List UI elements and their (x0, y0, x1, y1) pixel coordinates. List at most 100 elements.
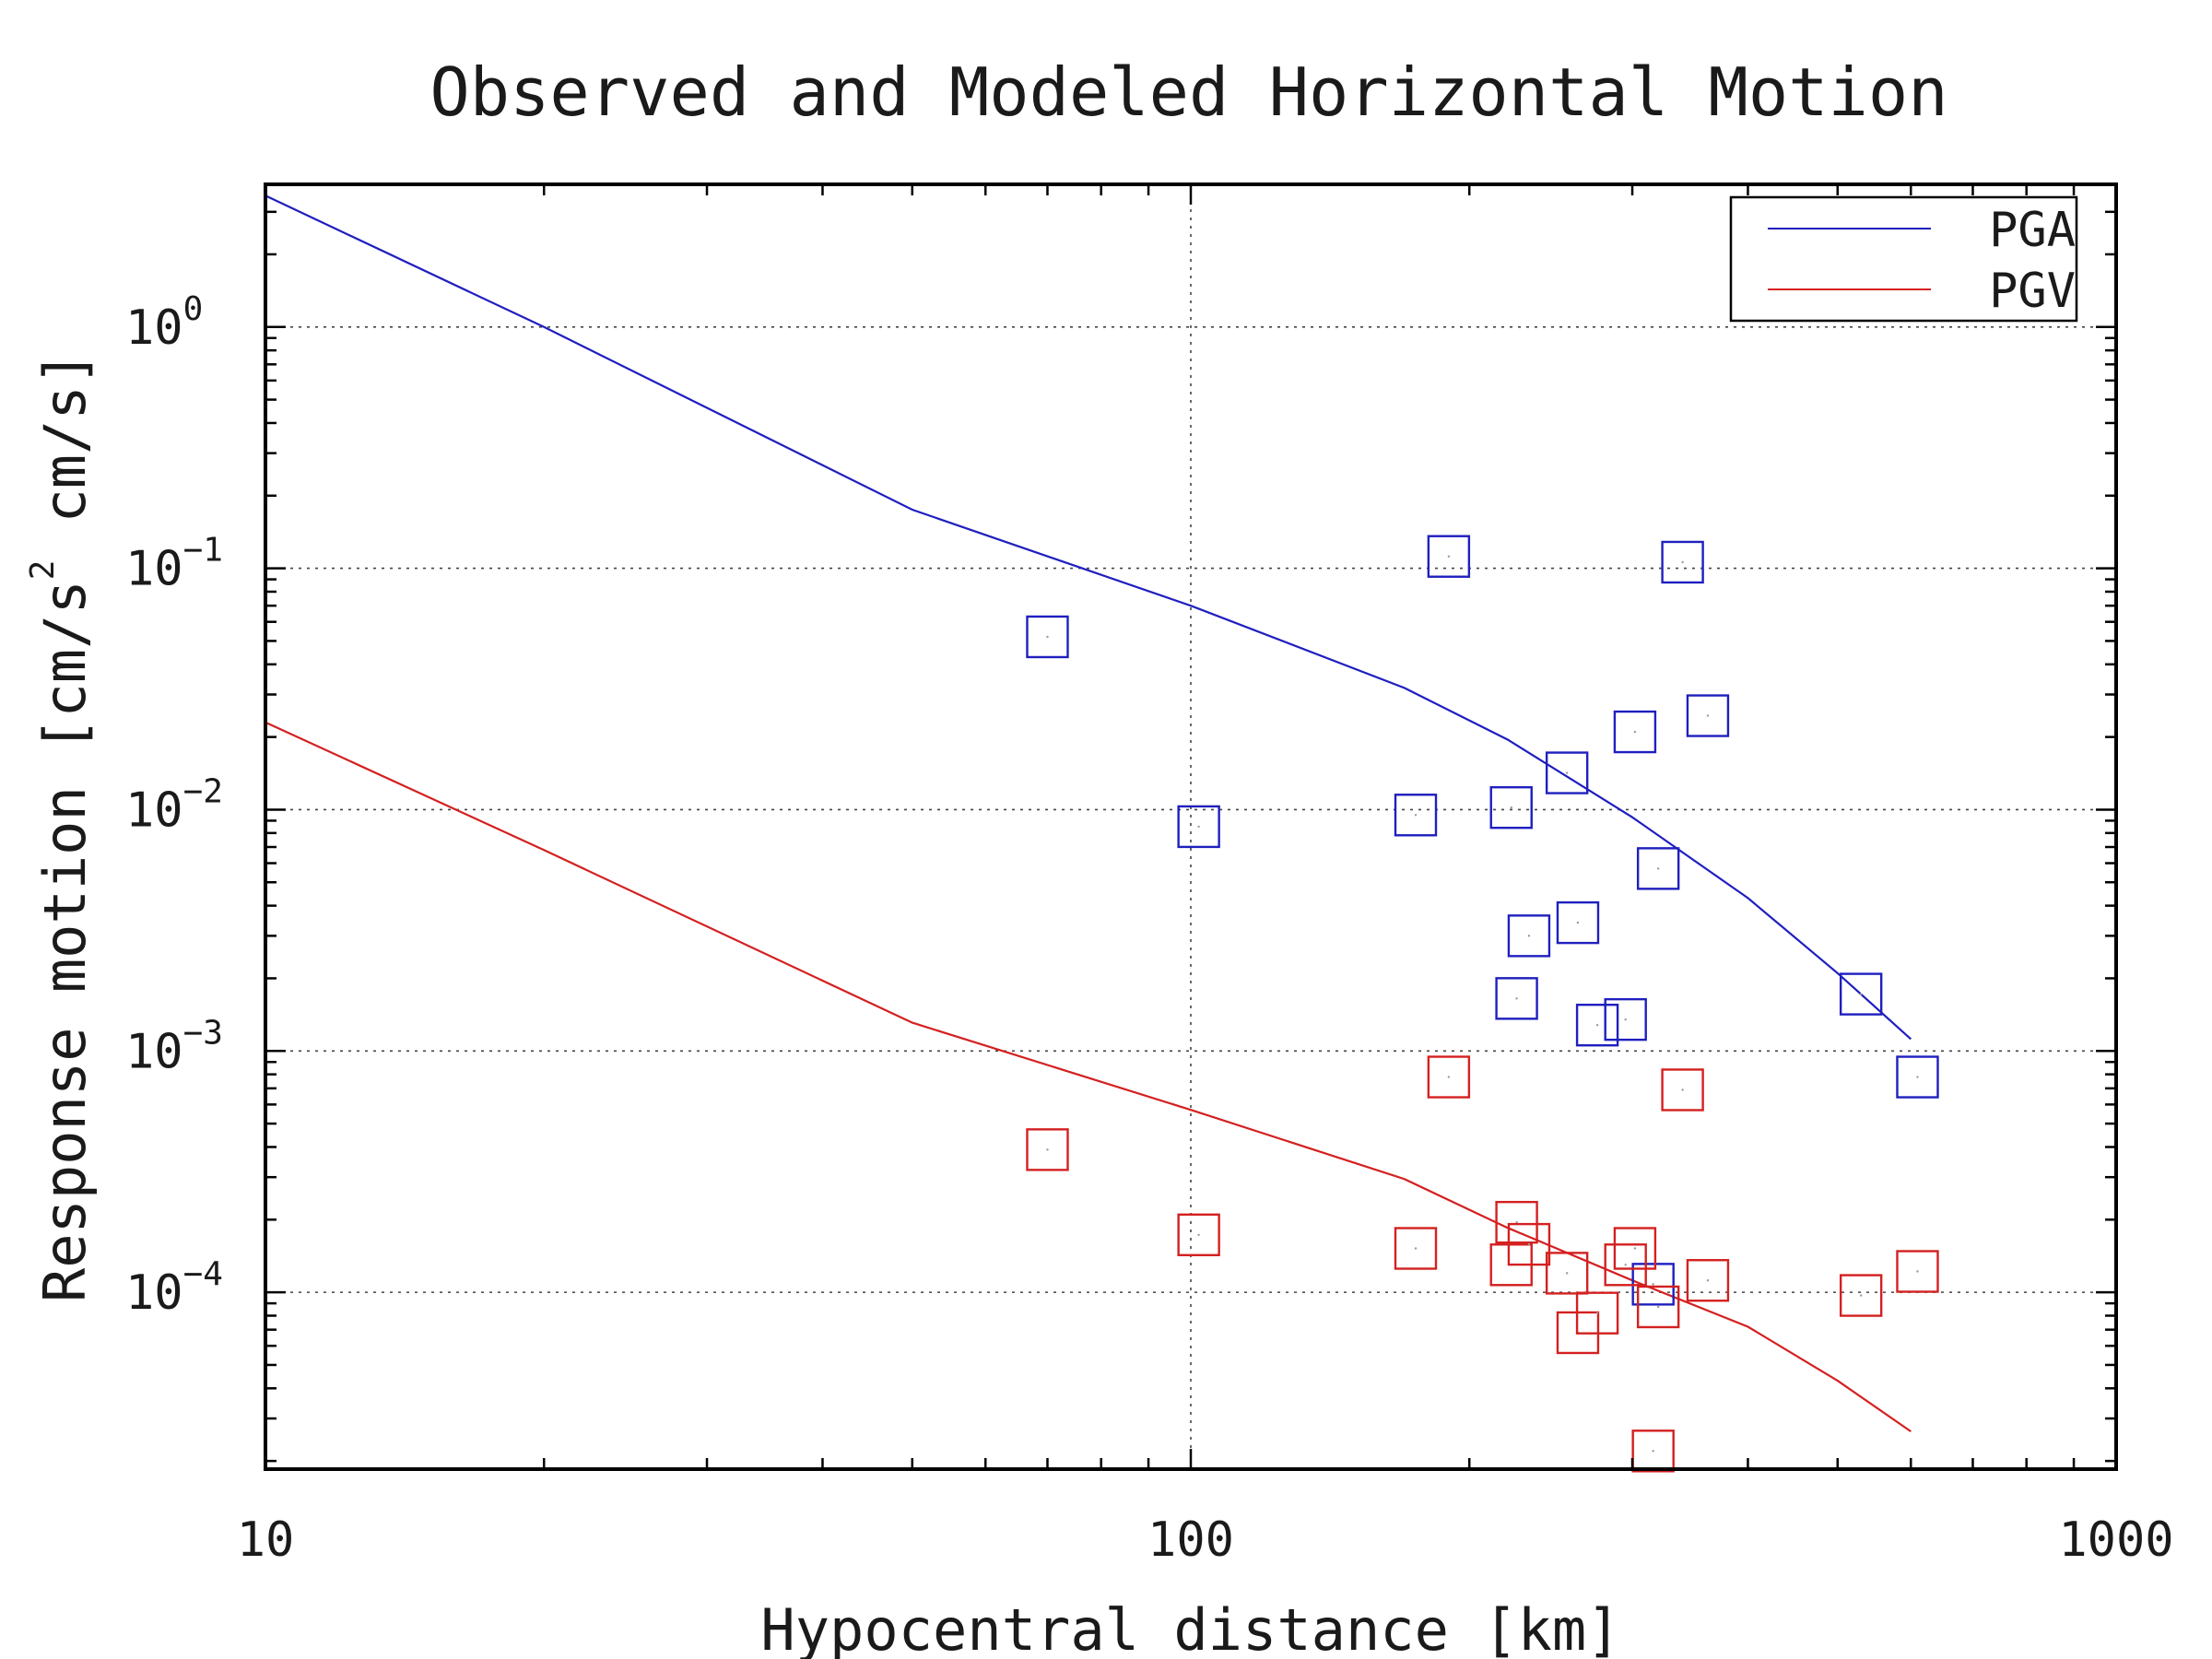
observed-points (1026, 535, 1939, 1473)
y-tick-label-exponent: −1 (183, 532, 223, 570)
data-point-pga (1686, 694, 1730, 737)
data-point-center-pgv (1447, 1076, 1451, 1078)
data-point-pgv (1495, 1200, 1538, 1244)
x-tick-labels: 10 100 1000 (237, 1512, 2174, 1568)
y-tick-label: 10−1 (125, 532, 223, 597)
data-point-center-pgv (1652, 1450, 1654, 1453)
data-point-center-pgv (1515, 1220, 1518, 1224)
y-tick-label-base: 10 (125, 1265, 183, 1321)
data-point-center-pga (1916, 1076, 1919, 1078)
x-tick-label: 1000 (2058, 1512, 2173, 1568)
data-point-pga (1427, 535, 1471, 578)
data-point-pga (1556, 900, 1600, 945)
y-tick-label: 10−3 (125, 1014, 223, 1079)
y-tick-label-exponent: −4 (183, 1255, 223, 1293)
x-tick-label: 10 (237, 1512, 295, 1568)
data-point-pga (1661, 540, 1704, 584)
legend: PGA PGV (1729, 195, 2078, 323)
data-point-center-pgv (1656, 1305, 1660, 1309)
data-point-pgv (1896, 1250, 1939, 1293)
data-point-center-pgv (1595, 1312, 1599, 1314)
y-axis-label-main: Response motion [cm/s (31, 580, 99, 1302)
data-point-pga (1026, 615, 1069, 659)
data-point-pgv (1613, 1227, 1657, 1270)
data-point-pga (1636, 847, 1680, 890)
y-tick-label-exponent: 0 (183, 290, 204, 328)
data-point-pga (1394, 794, 1438, 837)
data-point-center-pgv (1197, 1233, 1200, 1236)
series-line-pga (265, 194, 1912, 1041)
model-lines (265, 194, 1912, 1433)
data-point-center-pga (1656, 867, 1660, 870)
data-point-center-pgv (1916, 1270, 1919, 1273)
y-axis-label-tail: cm/s] (31, 351, 99, 524)
data-point-center-pgv (1565, 1272, 1569, 1275)
data-point-center-pga (1527, 935, 1531, 937)
series-line-pgv (265, 721, 1912, 1433)
data-point-center-pga (1414, 814, 1418, 817)
data-point-pga (1604, 997, 1647, 1041)
y-tick-label-base: 10 (125, 1024, 183, 1079)
data-point-pgv (1686, 1259, 1730, 1302)
data-point-pgv (1636, 1285, 1680, 1329)
data-point-pga (1575, 1004, 1619, 1047)
data-point-center-pgv (1633, 1247, 1637, 1250)
data-point-center-pga (1447, 555, 1451, 558)
data-point-pgv (1575, 1291, 1619, 1335)
y-tick-label: 100 (125, 290, 203, 356)
data-point-pgv (1026, 1128, 1069, 1171)
data-point-pgv (1839, 1274, 1883, 1317)
data-point-pgv (1177, 1213, 1220, 1256)
data-point-center-pga (1197, 825, 1200, 829)
data-point-pga (1507, 914, 1551, 958)
data-point-pgv (1661, 1068, 1704, 1112)
legend-label-pgv: PGV (1989, 264, 2076, 319)
y-tick-label-exponent: −2 (183, 772, 223, 810)
y-axis-label: Response motion [cm/s2 cm/s] (24, 351, 99, 1302)
data-point-pga (1495, 977, 1538, 1020)
data-point-center-pga (1652, 1283, 1654, 1286)
y-tick-label: 10−4 (125, 1255, 223, 1321)
data-point-center-pga (1046, 635, 1049, 639)
y-tick-label: 10−2 (125, 772, 223, 838)
y-axis-label-superscript: 2 (24, 560, 62, 581)
data-point-center-pga (1515, 997, 1518, 1000)
data-point-pga (1896, 1055, 1939, 1099)
chart-title: Observed and Modeled Horizontal Motion (429, 53, 1947, 131)
y-tick-label-exponent: −3 (183, 1014, 223, 1052)
data-point-center-pgv (1624, 1264, 1627, 1266)
data-point-center-pgv (1681, 1088, 1684, 1091)
data-point-pga (1545, 751, 1589, 794)
data-point-center-pgv (1706, 1279, 1710, 1282)
data-point-center-pga (1706, 714, 1710, 717)
data-point-pgv (1427, 1055, 1471, 1099)
data-point-center-pgv (1046, 1148, 1049, 1151)
data-point-center-pga (1565, 771, 1569, 774)
data-point-center-pga (1859, 993, 1863, 995)
x-tick-label: 100 (1147, 1512, 1234, 1568)
data-point-center-pga (1576, 921, 1580, 924)
axis-ticks (264, 184, 2116, 1469)
data-point-center-pgv (1527, 1242, 1531, 1246)
y-tick-label-base: 10 (125, 300, 183, 356)
legend-box (1729, 195, 2078, 323)
data-point-center-pga (1624, 1018, 1627, 1021)
data-point-pga (1489, 785, 1533, 830)
data-point-pgv (1394, 1227, 1438, 1270)
x-axis-label: Hypocentral distance [km] (760, 1596, 1620, 1659)
legend-label-pga: PGA (1989, 203, 2076, 258)
data-point-center-pga (1681, 560, 1684, 564)
data-point-pgv (1631, 1430, 1675, 1473)
data-point-pga (1177, 805, 1220, 849)
y-tick-label-base: 10 (125, 542, 183, 597)
data-point-center-pga (1633, 730, 1637, 734)
data-point-pgv (1604, 1243, 1647, 1287)
data-point-pgv (1545, 1252, 1589, 1295)
data-point-center-pgv (1414, 1247, 1418, 1250)
data-point-pga (1613, 710, 1657, 754)
data-point-center-pgv (1859, 1294, 1863, 1297)
y-tick-label-base: 10 (125, 782, 183, 838)
data-point-center-pga (1510, 806, 1512, 809)
